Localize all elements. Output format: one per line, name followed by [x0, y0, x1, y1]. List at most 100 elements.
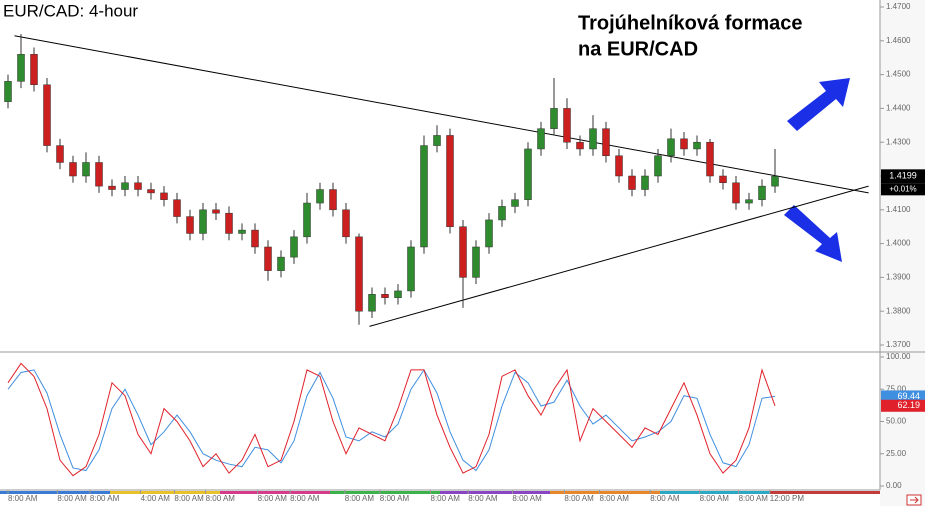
candle-body	[108, 185, 116, 190]
x-tick-label: 8:00 AM	[700, 494, 730, 503]
candle-body	[147, 189, 155, 194]
y-tick-label: 1.4700	[886, 2, 911, 11]
candle-body	[394, 290, 402, 298]
candle-body	[745, 199, 753, 204]
y-tick-label: 1.4500	[886, 70, 911, 79]
trendline	[369, 185, 869, 327]
candle-body	[381, 294, 389, 298]
candle-body	[290, 236, 298, 258]
change-box	[881, 183, 925, 196]
candle-body	[693, 141, 701, 150]
stoch-line	[7, 362, 776, 477]
candle-body	[485, 219, 493, 248]
candle-body	[459, 226, 467, 278]
candle-body	[758, 185, 766, 200]
candle-body	[160, 192, 168, 200]
y-tick-label: 1.4100	[886, 205, 911, 214]
candle-body	[355, 236, 363, 312]
down-arrow	[784, 205, 842, 262]
x-tick-label: 8:00 AM	[174, 494, 204, 503]
candle-body	[368, 294, 376, 312]
chart-title: EUR/CAD: 4-hour	[3, 1, 138, 20]
candle-body	[121, 182, 129, 190]
y-tick-label: 1.3800	[886, 306, 911, 315]
candle-body	[420, 145, 428, 248]
y-tick-label: 25.00	[886, 449, 907, 458]
change-label: +0.01%	[889, 184, 916, 193]
candle-body	[329, 189, 337, 211]
candle-body	[4, 81, 12, 102]
value-label: 69.44	[897, 391, 920, 401]
candle-body	[537, 128, 545, 150]
candle-body	[641, 175, 649, 190]
annotation: na EUR/CAD	[578, 38, 698, 60]
candle-body	[56, 145, 64, 163]
y-tick-label: 1.4400	[886, 104, 911, 113]
candle-body	[212, 209, 220, 214]
y-tick-label: 1.4000	[886, 239, 911, 248]
price-box	[881, 169, 925, 184]
y-tick-label: 0.00	[886, 481, 902, 490]
candle-body	[498, 206, 506, 221]
candle-body	[186, 216, 194, 234]
candle-body	[17, 54, 25, 82]
candle-body	[706, 141, 714, 177]
candle-body	[433, 135, 441, 146]
candle-body	[719, 175, 727, 184]
trendline	[14, 35, 869, 194]
candle-body	[407, 246, 415, 292]
candle-body	[446, 135, 454, 227]
up-arrow	[787, 78, 850, 131]
x-tick-label: 8:00 AM	[206, 494, 236, 503]
candle-body	[563, 108, 571, 143]
candle-body	[511, 199, 519, 207]
y-tick-label: 1.3900	[886, 273, 911, 282]
candle-body	[589, 128, 597, 150]
candle-body	[277, 256, 285, 271]
candle-body	[550, 108, 558, 129]
x-tick-label: 8:00 AM	[512, 494, 542, 503]
y-tick-label: 50.00	[886, 417, 907, 426]
x-tick-label: 8:00 AM	[258, 494, 288, 503]
candle-body	[134, 182, 142, 190]
candle-body	[225, 212, 233, 234]
candle-body	[472, 246, 480, 278]
x-tick-label: 8:00 AM	[345, 494, 375, 503]
y-tick-label: 1.3700	[886, 340, 911, 349]
x-tick-label: 12:00 PM	[770, 494, 805, 503]
value-box	[881, 399, 925, 412]
annotation: Trojúhelníková formace	[578, 12, 803, 34]
x-tick-label: 8:00 AM	[431, 494, 461, 503]
candle-body	[199, 209, 207, 234]
candle-body	[316, 189, 324, 204]
candle-body	[30, 54, 38, 85]
candle-body	[628, 175, 636, 190]
x-tick-label: 8:00 AM	[650, 494, 680, 503]
candle-body	[576, 141, 584, 150]
candle-body	[69, 162, 77, 177]
x-tick-label: 8:00 AM	[90, 494, 120, 503]
candle-body	[771, 176, 779, 187]
x-tick-label: 8:00 AM	[564, 494, 594, 503]
x-tick-label: 8:00 AM	[8, 494, 38, 503]
price-label: 1.4199	[889, 171, 917, 181]
candle-body	[43, 84, 51, 146]
candle-body	[173, 199, 181, 217]
y-tick-label: 75.00	[886, 384, 907, 393]
candle-body	[680, 138, 688, 150]
y-tick-label: 1.4600	[886, 36, 911, 45]
x-tick-label: 4:00 AM	[141, 494, 171, 503]
candle-body	[667, 138, 675, 156]
x-tick-label: 8:00 AM	[468, 494, 498, 503]
time-strip	[0, 491, 880, 494]
candle-body	[264, 246, 272, 271]
candle-body	[342, 209, 350, 238]
value-label: 62.19	[897, 400, 920, 410]
candle-body	[82, 162, 90, 177]
scroll-icon	[910, 496, 919, 504]
x-tick-label: 8:00 AM	[600, 494, 630, 503]
candle-body	[524, 148, 532, 200]
candle-body	[654, 155, 662, 177]
